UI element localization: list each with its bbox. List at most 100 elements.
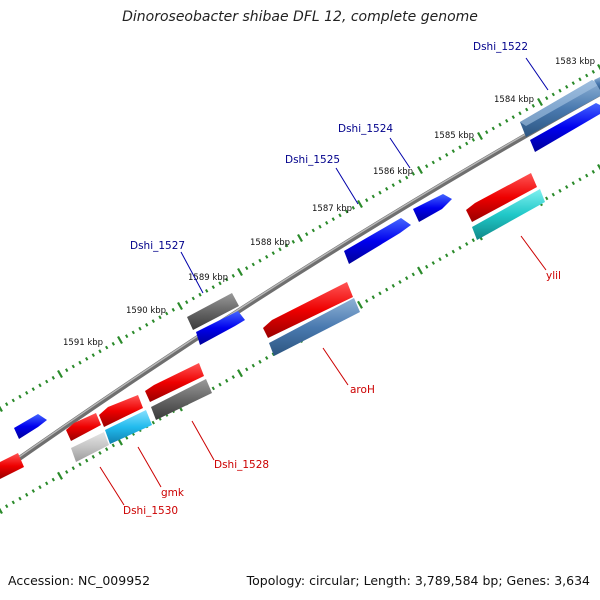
minor-tick: [18, 496, 22, 501]
minor-tick: [311, 228, 315, 233]
minor-tick: [458, 145, 462, 150]
minor-tick: [551, 92, 555, 97]
gene-ylil[interactable]: [466, 173, 537, 222]
minor-tick: [85, 458, 89, 463]
minor-tick: [458, 245, 462, 250]
gene-dshi-1528[interactable]: [151, 379, 212, 420]
scale-label-1589: 1589 kbp: [188, 273, 228, 283]
minor-tick: [18, 394, 22, 399]
gene-dshi-1530[interactable]: [71, 432, 109, 462]
major-tick: [357, 300, 363, 309]
gene-blue-2[interactable]: [196, 311, 245, 345]
minor-tick: [511, 115, 515, 119]
minor-tick: [485, 130, 489, 135]
minor-tick: [158, 315, 162, 320]
major-tick: [117, 335, 123, 345]
minor-tick: [471, 137, 475, 142]
minor-tick: [91, 454, 95, 459]
gene-aroh[interactable]: [263, 282, 353, 338]
minor-tick: [291, 239, 295, 244]
minor-tick: [231, 375, 235, 379]
gene-label-dshi-1530[interactable]: Dshi_1530: [123, 505, 178, 517]
major-tick: [57, 471, 63, 480]
scale-label-1587: 1587 kbp: [312, 204, 352, 214]
gene-dshi-1525[interactable]: [344, 218, 411, 264]
gene-blue-1[interactable]: [530, 103, 600, 152]
minor-tick: [258, 258, 262, 263]
gene-label-gmk[interactable]: gmk: [161, 487, 185, 499]
scale-label-1590: 1590 kbp: [126, 306, 166, 316]
gene-cyan[interactable]: [472, 189, 545, 240]
minor-tick: [425, 264, 429, 269]
minor-tick: [391, 183, 395, 187]
gene-label-dshi-1527[interactable]: Dshi_1527: [130, 240, 185, 252]
minor-tick: [111, 341, 115, 346]
scale-label-1584: 1584 kbp: [494, 95, 534, 105]
minor-tick: [38, 485, 42, 490]
gene-label-dshi-1524[interactable]: Dshi_1524: [338, 123, 393, 135]
minor-tick: [398, 179, 402, 184]
gene-dshi-1522[interactable]: [520, 80, 600, 137]
minor-tick: [378, 190, 382, 195]
minor-tick: [365, 299, 369, 303]
minor-tick: [51, 477, 55, 482]
label-leader-lines: [99, 57, 549, 506]
minor-tick: [71, 466, 75, 471]
minor-tick: [211, 285, 215, 289]
gene-red-a[interactable]: [145, 363, 204, 402]
minor-tick: [551, 192, 555, 197]
gene-label-dshi-1525[interactable]: Dshi_1525: [285, 154, 340, 166]
gene-label-ylil[interactable]: ylil: [546, 270, 561, 282]
minor-tick: [231, 273, 235, 278]
gene-red-c[interactable]: [66, 413, 101, 441]
major-tick: [417, 165, 423, 175]
major-tick: [237, 369, 243, 378]
minor-tick: [465, 242, 469, 246]
minor-tick: [438, 156, 442, 161]
minor-tick: [465, 141, 469, 146]
minor-tick: [438, 257, 442, 262]
map-title: Dinoroseobacter shibae DFL 12, complete …: [122, 9, 478, 25]
minor-tick: [65, 470, 69, 474]
major-tick: [0, 405, 3, 413]
gene-label-aroh[interactable]: aroH: [350, 384, 375, 396]
minor-tick: [185, 300, 189, 305]
minor-tick: [98, 451, 102, 455]
gene-red-b[interactable]: [99, 395, 143, 427]
gene-blue-3[interactable]: [14, 414, 47, 439]
minor-tick: [131, 330, 135, 335]
minor-tick: [111, 443, 115, 448]
minor-tick: [138, 326, 142, 331]
minor-tick: [105, 447, 109, 452]
gene-dshi-1524[interactable]: [413, 194, 452, 222]
minor-tick: [411, 272, 415, 277]
scale-label-1586: 1586 kbp: [373, 167, 413, 177]
minor-tick: [98, 349, 102, 354]
major-tick: [57, 369, 63, 379]
gene-label-dshi-1522[interactable]: Dshi_1522: [473, 41, 528, 53]
minor-tick: [85, 357, 89, 361]
minor-tick: [445, 253, 449, 258]
minor-tick: [78, 360, 82, 365]
minor-tick: [498, 122, 502, 127]
minor-tick: [365, 198, 369, 203]
major-tick: [477, 131, 483, 141]
minor-tick: [385, 287, 389, 292]
gene-dshi-1527[interactable]: [187, 293, 239, 330]
major-tick: [417, 266, 423, 275]
minor-tick: [211, 386, 215, 391]
minor-tick: [585, 73, 589, 78]
gene-steel-2[interactable]: [269, 298, 360, 356]
accession-text: Accession: NC_009952: [8, 573, 151, 588]
gene-red-edge[interactable]: [0, 453, 24, 479]
gene-gmk[interactable]: [105, 410, 152, 444]
gene-steel-edge[interactable]: [594, 77, 600, 90]
minor-tick: [265, 255, 269, 259]
minor-tick: [265, 356, 269, 360]
minor-tick: [71, 364, 75, 369]
minor-tick: [198, 292, 202, 297]
minor-tick: [571, 81, 575, 85]
minor-tick: [591, 69, 595, 74]
minor-tick: [218, 281, 222, 286]
gene-label-dshi-1528[interactable]: Dshi_1528: [214, 459, 269, 471]
